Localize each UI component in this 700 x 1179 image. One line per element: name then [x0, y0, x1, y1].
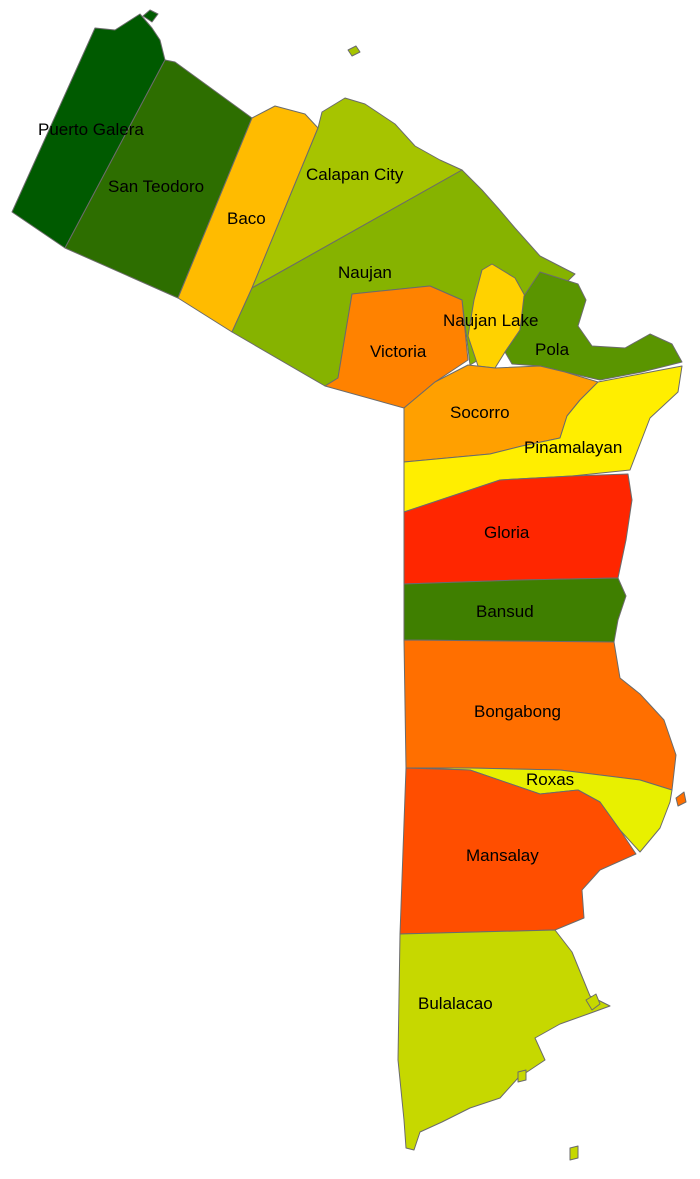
label-baco: Baco — [227, 209, 266, 228]
island-south-3 — [517, 1069, 527, 1083]
label-victoria: Victoria — [370, 342, 427, 361]
label-pinamalayan: Pinamalayan — [524, 438, 622, 457]
label-gloria: Gloria — [484, 523, 530, 542]
label-naujan: Naujan — [338, 263, 392, 282]
label-calapan-city: Calapan City — [306, 165, 404, 184]
label-mansalay: Mansalay — [466, 846, 539, 865]
label-socorro: Socorro — [450, 403, 510, 422]
label-pola: Pola — [535, 340, 570, 359]
island-south-1 — [585, 993, 601, 1011]
region-pola[interactable] — [504, 271, 683, 381]
region-bulalacao[interactable] — [397, 929, 611, 1151]
label-naujan-lake: Naujan Lake — [443, 311, 538, 330]
label-bulalacao: Bulalacao — [418, 994, 493, 1013]
island-east — [675, 791, 687, 807]
label-roxas: Roxas — [526, 770, 574, 789]
island-south-2 — [569, 1145, 579, 1161]
island-north — [142, 9, 159, 23]
label-bongabong: Bongabong — [474, 702, 561, 721]
label-puerto-galera: Puerto Galera — [38, 120, 144, 139]
label-san-teodoro: San Teodoro — [108, 177, 204, 196]
label-bansud: Bansud — [476, 602, 534, 621]
island-ne — [347, 45, 361, 57]
